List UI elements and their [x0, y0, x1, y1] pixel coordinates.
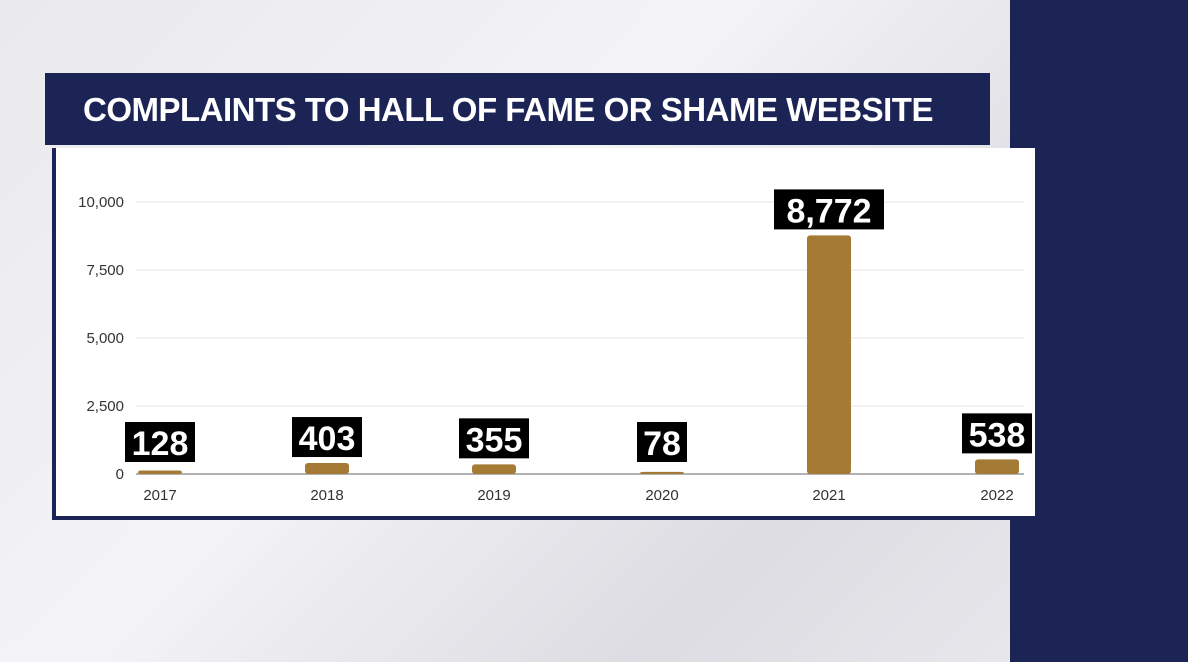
y-tick-label: 0 — [116, 466, 124, 483]
data-label-box — [125, 422, 195, 462]
data-label: 8,772 — [786, 192, 871, 230]
data-label: 355 — [466, 421, 523, 459]
bar — [807, 235, 851, 474]
data-label: 78 — [643, 425, 681, 463]
y-tick-label: 5,000 — [86, 330, 124, 347]
data-label-box — [774, 189, 884, 230]
bar-chart: 0 2,500 5,000 7,500 10,000 2017 128 2018 403 2019… — [78, 189, 1032, 504]
x-tick-label: 2019 — [477, 487, 510, 504]
data-label: 403 — [299, 420, 356, 458]
y-tick-label: 10,000 — [78, 194, 124, 211]
y-tick-label: 7,500 — [86, 262, 124, 279]
data-label: 128 — [132, 425, 189, 463]
chart-title-bar: COMPLAINTS TO HALL OF FAME OR SHAME WEBS… — [45, 73, 990, 145]
bar — [138, 470, 182, 474]
chart-title: COMPLAINTS TO HALL OF FAME OR SHAME WEBS… — [83, 91, 933, 128]
x-tick-label: 2018 — [310, 487, 343, 504]
x-tick-label: 2021 — [812, 487, 845, 504]
x-tick-label: 2022 — [980, 487, 1013, 504]
bar — [305, 463, 349, 474]
y-tick-label: 2,500 — [86, 398, 124, 415]
data-label-box — [292, 417, 362, 458]
data-label-box — [962, 413, 1032, 454]
data-label-box — [459, 418, 529, 459]
bar — [975, 459, 1019, 474]
bar — [472, 464, 516, 474]
background-side-panel — [1010, 0, 1188, 662]
bar — [640, 471, 684, 474]
data-label: 538 — [969, 416, 1026, 454]
chart-panel: 0 2,500 5,000 7,500 10,000 2017 128 2018 403 2019… — [52, 148, 1035, 520]
data-label-box — [637, 422, 687, 462]
x-tick-label: 2017 — [143, 487, 176, 504]
x-tick-label: 2020 — [645, 487, 678, 504]
